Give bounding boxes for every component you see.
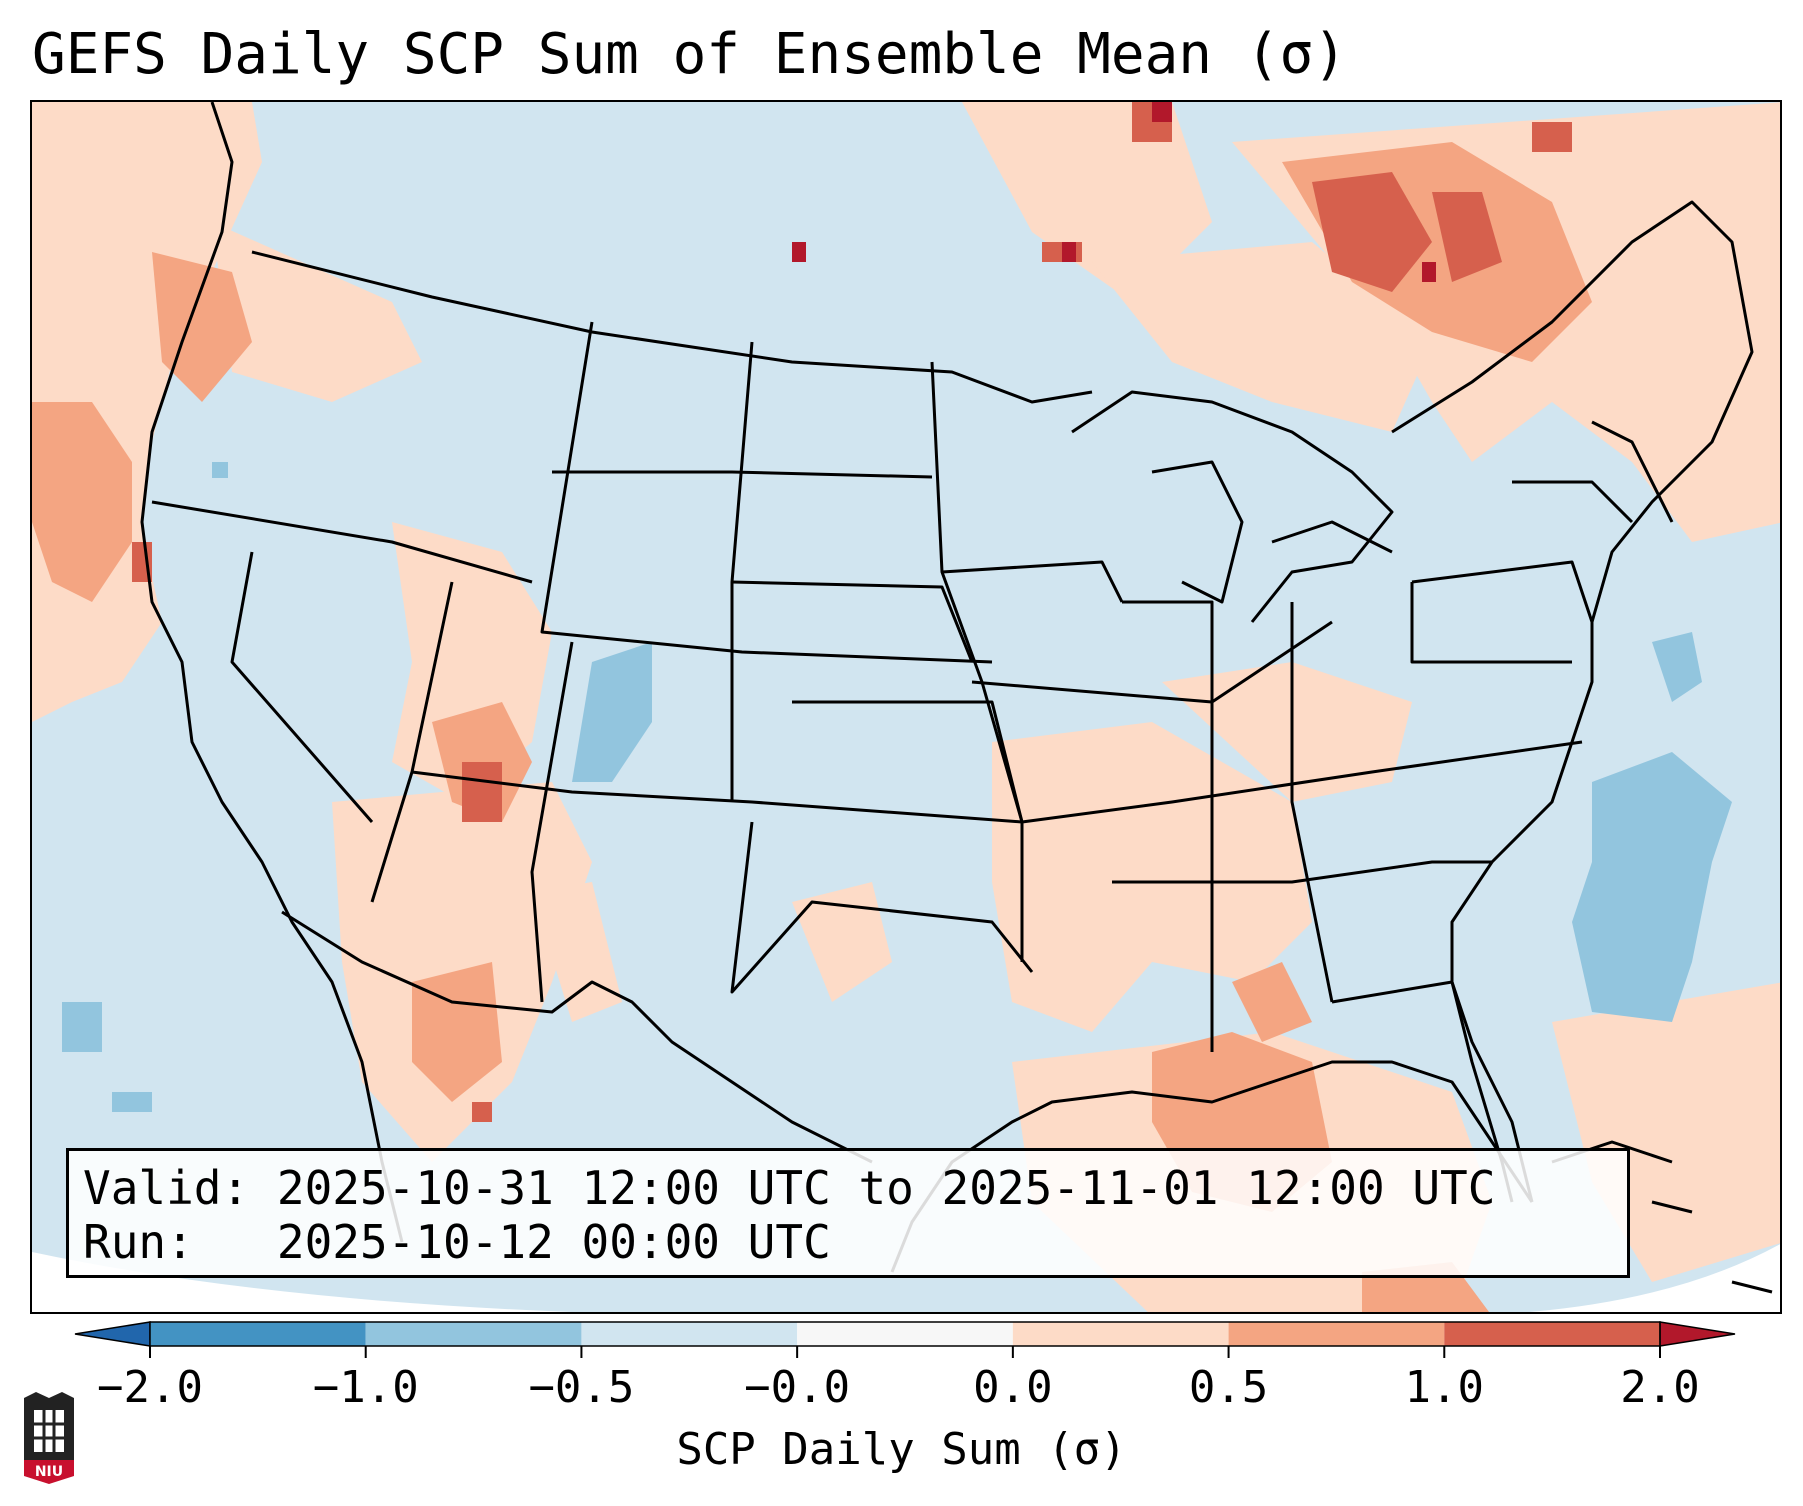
- colorbar-tick-label: −2.0: [97, 1362, 203, 1413]
- colorbar-extend-min: [74, 1321, 151, 1347]
- coastline-east: [1391, 200, 1754, 1203]
- state-line: [540, 321, 993, 664]
- state-line: [530, 641, 574, 1003]
- state-line: [1512, 480, 1634, 524]
- colorbar-segment: [1228, 1322, 1445, 1346]
- run-line: Run: 2025-10-12 00:00 UTC: [83, 1215, 1613, 1269]
- great-lakes: [1071, 390, 1394, 623]
- colorbar-tick-marks: [149, 1346, 1661, 1358]
- colorbar-tick-label: −0.5: [528, 1362, 635, 1413]
- colorbar-outline: [149, 1321, 1661, 1347]
- state-line: [941, 560, 1124, 603]
- domain-edge-right: [1528, 1244, 1780, 1312]
- domain-edge-left: [32, 1252, 572, 1312]
- university-seal-icon: NIU: [24, 1392, 74, 1484]
- valid-label: Valid:: [83, 1161, 250, 1215]
- map-svg: [32, 102, 1780, 1312]
- anomaly-moderate-negative: [62, 462, 1732, 1112]
- colorbar-tick-label: −0.0: [744, 1362, 851, 1413]
- lake-erie: [1271, 520, 1393, 554]
- caribbean: [1731, 1280, 1773, 1294]
- colorbar-segment: [797, 1322, 1013, 1346]
- run-label: Run:: [83, 1215, 250, 1269]
- run-value: 2025-10-12 00:00 UTC: [276, 1215, 831, 1269]
- colorbar-segment: [150, 1322, 366, 1346]
- state-line: [730, 821, 1034, 994]
- valid-value: 2025-10-31 12:00 UTC to 2025-11-01 12:00…: [276, 1161, 1496, 1215]
- state-line: [230, 551, 374, 823]
- boundaries: [140, 102, 1773, 1294]
- caribbean: [1651, 1200, 1693, 1214]
- colorbar-tick-label: −1.0: [312, 1362, 419, 1413]
- border-canada: [251, 250, 1093, 404]
- border-mexico: [281, 910, 873, 1164]
- state-line: [1112, 860, 1492, 884]
- state-line: [1410, 582, 1572, 664]
- niu-logo: NIU: [20, 1390, 78, 1486]
- state-line: [552, 470, 933, 479]
- state-line: [1021, 740, 1583, 824]
- colorbar-segment: [365, 1322, 582, 1346]
- colorbar-tick-label: 1.0: [1404, 1362, 1485, 1413]
- colorbar-tick-label: 0.5: [1188, 1362, 1269, 1413]
- valid-line: Valid: 2025-10-31 12:00 UTC to 2025-11-0…: [83, 1161, 1613, 1215]
- colorbar-segment: [1444, 1322, 1660, 1346]
- colorbar-segment: [1012, 1322, 1229, 1346]
- colorbar-label: SCP Daily Sum (σ): [676, 1424, 1127, 1475]
- state-line: [1411, 560, 1594, 623]
- coastline-west: [140, 102, 404, 1243]
- lake-michigan: [1151, 460, 1244, 604]
- state-line: [151, 500, 533, 584]
- state-line: [411, 770, 1023, 824]
- chart-title: GEFS Daily SCP Sum of Ensemble Mean (σ): [32, 22, 1347, 87]
- state-line: [1122, 600, 1214, 1052]
- anomaly-extreme-positive: [792, 102, 1436, 282]
- colorbar-tick-label: 0.0: [973, 1362, 1053, 1413]
- state-line: [1591, 420, 1674, 523]
- valid-run-info-box: Valid: 2025-10-31 12:00 UTC to 2025-11-0…: [66, 1148, 1630, 1278]
- niu-logo-text: NIU: [35, 1464, 63, 1480]
- colorbar-extend-max: [1659, 1321, 1736, 1347]
- colorbar-tick-label: 2.0: [1620, 1362, 1700, 1413]
- map-panel: [30, 100, 1782, 1314]
- colorbar-segment: [581, 1322, 798, 1346]
- state-line: [731, 580, 974, 663]
- state-line: [1331, 980, 1453, 1004]
- state-line: [1290, 602, 1334, 1003]
- colorbar-segments: [74, 1321, 1736, 1347]
